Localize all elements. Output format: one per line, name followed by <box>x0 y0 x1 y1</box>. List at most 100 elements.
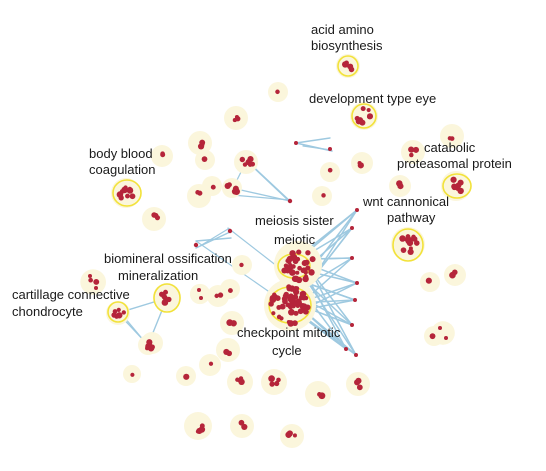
gene-node <box>399 235 405 241</box>
gene-node <box>288 309 295 316</box>
cluster-label-checkpoint: checkpoint mitotic <box>237 325 341 340</box>
gene-node <box>449 272 456 279</box>
gene-node <box>367 113 373 119</box>
gene-node <box>350 323 354 327</box>
cluster-halo <box>142 207 166 231</box>
gene-node <box>317 392 322 397</box>
cluster-halo <box>280 424 304 448</box>
gene-node <box>282 299 288 305</box>
gene-node <box>209 362 213 366</box>
cluster-label-meiosis: meiosis sister <box>255 213 334 228</box>
edge-link <box>232 195 290 200</box>
gene-node <box>444 336 448 340</box>
gene-node <box>406 239 411 244</box>
label-layer: acid amino biosynthesis development type… <box>12 22 512 358</box>
cluster-label-wnt: wnt cannonical <box>362 194 449 209</box>
cluster-label-catabolic-2: proteasomal protein <box>397 156 512 171</box>
cluster-halo <box>350 102 378 130</box>
gene-node <box>202 156 208 162</box>
gene-node <box>163 290 168 295</box>
gene-node <box>304 274 308 278</box>
gene-node <box>280 304 286 310</box>
gene-node <box>293 286 299 292</box>
gene-node <box>277 315 282 320</box>
edge-link <box>303 146 331 150</box>
gene-node <box>296 249 301 254</box>
cluster-halo <box>222 178 242 198</box>
gene-node <box>344 347 348 351</box>
gene-node <box>122 310 126 314</box>
gene-node <box>275 90 280 95</box>
gene-node <box>117 191 124 198</box>
gene-node <box>197 191 202 196</box>
gene-node <box>357 384 363 390</box>
gene-node <box>305 250 310 255</box>
gene-node <box>196 429 200 433</box>
gene-node <box>228 229 232 233</box>
gene-node <box>401 247 407 253</box>
gene-node <box>453 185 458 190</box>
gene-node <box>350 226 354 230</box>
gene-node <box>353 298 357 302</box>
gene-node <box>361 106 366 111</box>
gene-node <box>228 288 233 293</box>
gene-node <box>268 375 275 382</box>
gene-node <box>235 115 239 119</box>
gene-node <box>88 274 92 278</box>
gene-node <box>288 199 292 203</box>
gene-node <box>287 256 293 262</box>
gene-node <box>350 256 354 260</box>
edge-link <box>252 166 289 201</box>
gene-node <box>450 177 456 183</box>
gene-node <box>228 320 232 324</box>
gene-node <box>295 257 300 262</box>
gene-node <box>270 295 276 301</box>
gene-node <box>166 297 171 302</box>
gene-node <box>151 212 157 218</box>
gene-node <box>123 185 127 189</box>
gene-node <box>354 353 358 357</box>
gene-node <box>304 260 310 266</box>
gene-node <box>183 374 189 380</box>
gene-node <box>111 312 116 317</box>
gene-node <box>286 286 292 292</box>
cluster-label-checkpoint-2: cycle <box>272 343 302 358</box>
gene-node <box>355 378 361 384</box>
gene-node <box>347 64 352 69</box>
gene-node <box>302 303 307 308</box>
cluster-label-ossification: biomineral ossification <box>104 251 232 266</box>
gene-node <box>301 268 306 273</box>
gene-node <box>214 294 218 298</box>
gene-node <box>247 156 253 162</box>
gene-node <box>130 193 136 199</box>
gene-node <box>397 183 403 189</box>
gene-node <box>310 256 316 262</box>
cluster-label-blood-coagulation-2: coagulation <box>89 162 156 177</box>
gene-node <box>248 162 253 167</box>
cluster-label-wnt-2: pathway <box>387 210 436 225</box>
gene-node <box>271 311 275 315</box>
edge-link <box>306 279 356 355</box>
gene-node <box>160 151 165 156</box>
gene-node <box>239 263 243 267</box>
gene-node <box>300 291 305 296</box>
gene-node <box>367 108 371 112</box>
cluster-label-acid-amino: acid amino <box>311 22 374 37</box>
gene-node <box>146 339 152 345</box>
gene-node <box>294 311 299 316</box>
gene-node <box>294 141 298 145</box>
gene-node <box>199 296 203 300</box>
gene-node <box>88 278 93 283</box>
cluster-halo <box>190 284 210 304</box>
gene-node <box>93 279 99 285</box>
gene-node <box>328 147 332 151</box>
gene-node <box>413 147 419 153</box>
gene-node <box>328 168 333 173</box>
cluster-label-blood-coagulation: body blood <box>89 146 153 161</box>
gene-node <box>285 432 291 438</box>
gene-node <box>430 333 436 339</box>
cluster-label-meiosis-2: meiotic <box>274 232 316 247</box>
gene-node <box>409 246 413 250</box>
